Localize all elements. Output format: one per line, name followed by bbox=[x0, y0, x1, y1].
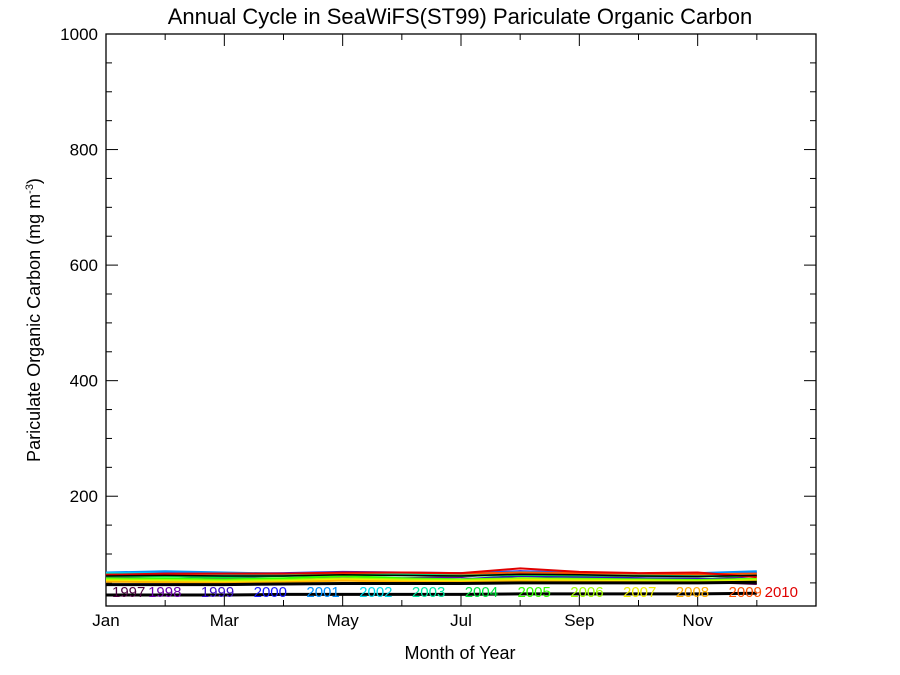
y-tick-label: 600 bbox=[70, 256, 98, 275]
legend-label-2006: 2006 bbox=[570, 584, 603, 601]
y-tick-label: 400 bbox=[70, 372, 98, 391]
legend-label-2000: 2000 bbox=[254, 584, 287, 601]
legend-label-2001: 2001 bbox=[306, 584, 339, 601]
y-axis-label-superscript: -3 bbox=[24, 184, 36, 194]
y-tick-label: 1000 bbox=[60, 25, 98, 44]
legend-label-2005: 2005 bbox=[517, 584, 550, 601]
y-axis-label-close: ) bbox=[24, 178, 44, 184]
y-tick-label: 200 bbox=[70, 487, 98, 506]
y-axis: 200 400 600 800 1000 bbox=[60, 25, 816, 584]
legend-label-2009: 2009 bbox=[729, 584, 762, 601]
x-tick-label: Sep bbox=[564, 611, 594, 630]
legend-label-2008: 2008 bbox=[676, 584, 709, 601]
y-axis-label: Pariculate Organic Carbon (mg m-3) bbox=[24, 178, 44, 462]
mean-line bbox=[105, 573, 757, 578]
x-tick-label: Mar bbox=[210, 611, 240, 630]
legend-label-2007: 2007 bbox=[623, 584, 656, 601]
x-tick-label: Jul bbox=[450, 611, 472, 630]
y-axis-label-main: Pariculate Organic Carbon (mg m bbox=[24, 194, 44, 462]
x-tick-label: Jan bbox=[92, 611, 119, 630]
legend-label-1997: 1997 bbox=[112, 584, 145, 601]
x-tick-label: Nov bbox=[683, 611, 714, 630]
legend-label-2010: 2010 bbox=[765, 584, 798, 601]
series-line-2006 bbox=[105, 577, 757, 582]
x-axis-label: Month of Year bbox=[404, 643, 515, 663]
year-legend: 1997 1998 1999 2000 2001 2002 2003 2004 2005 2006… bbox=[112, 584, 798, 601]
legend-label-2003: 2003 bbox=[412, 584, 445, 601]
x-tick-label: May bbox=[327, 611, 360, 630]
upper-line bbox=[106, 580, 757, 587]
y-tick-label: 800 bbox=[70, 141, 98, 160]
chart-title: Annual Cycle in SeaWiFS(ST99) Pariculate… bbox=[168, 4, 752, 29]
legend-label-1999: 1999 bbox=[201, 584, 234, 601]
legend-label-2002: 2002 bbox=[359, 584, 392, 601]
lower-line bbox=[106, 591, 757, 597]
series-line-2010 bbox=[105, 567, 757, 579]
legend-label-2004: 2004 bbox=[465, 584, 498, 601]
legend-label-1998: 1998 bbox=[148, 584, 181, 601]
series-line-2007 bbox=[105, 578, 757, 583]
x-axis: Jan Mar May Jul Sep Nov bbox=[92, 34, 758, 630]
reference-lines bbox=[105, 573, 757, 597]
plot-frame bbox=[105, 33, 817, 607]
